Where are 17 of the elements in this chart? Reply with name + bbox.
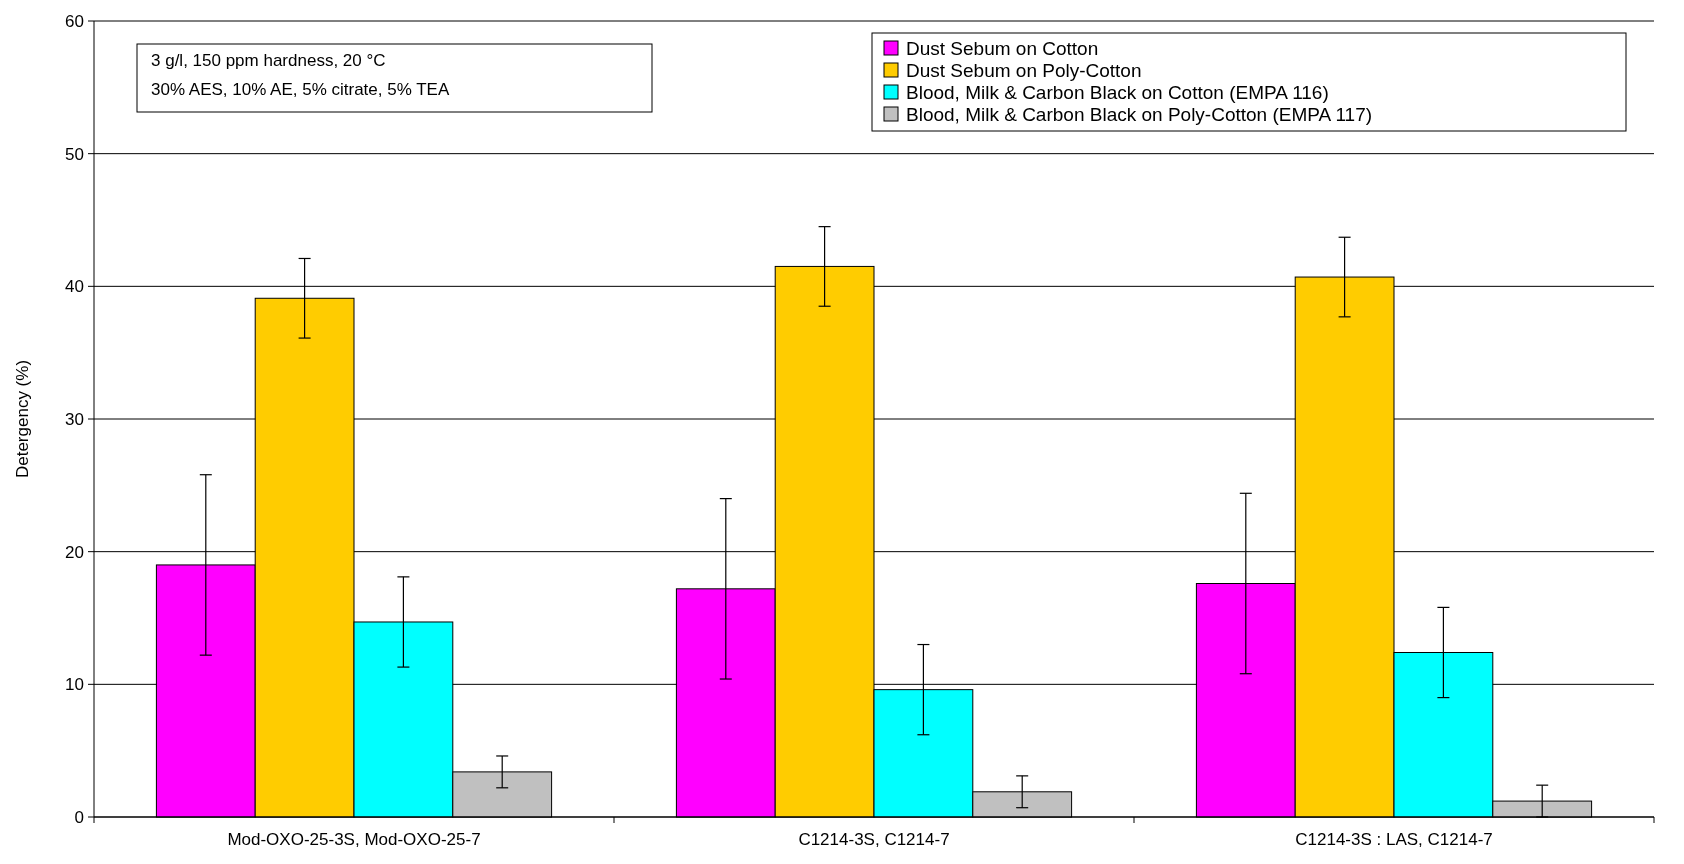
legend-label: Dust Sebum on Cotton <box>906 37 1099 59</box>
y-tick-label: 50 <box>65 144 84 164</box>
y-tick-label: 0 <box>74 807 84 827</box>
y-tick-label: 10 <box>65 675 84 695</box>
x-tick-label: C1214-3S : LAS, C1214-7 <box>1295 830 1493 849</box>
y-tick-label: 30 <box>65 409 84 429</box>
y-tick-label: 60 <box>65 11 84 31</box>
x-tick-label: C1214-3S, C1214-7 <box>798 830 950 849</box>
legend-label: Dust Sebum on Poly-Cotton <box>906 59 1142 81</box>
y-axis-title: Detergency (%) <box>13 359 32 479</box>
annotation: 30% AES, 10% AE, 5% citrate, 5% TEA <box>151 80 450 99</box>
legend-label: Blood, Milk & Carbon Black on Cotton (EMPA 116) <box>906 81 1329 103</box>
x-tick-label: Mod-OXO-25-3S, Mod-OXO-25-7 <box>227 830 481 849</box>
y-tick-label: 40 <box>65 277 84 297</box>
legend-label: Blood, Milk & Carbon Black on Poly-Cotton (EMPA 117) <box>906 103 1373 125</box>
y-tick-label: 20 <box>65 542 84 562</box>
annotation: 3 g/l, 150 ppm hardness, 20 °C <box>151 51 386 70</box>
